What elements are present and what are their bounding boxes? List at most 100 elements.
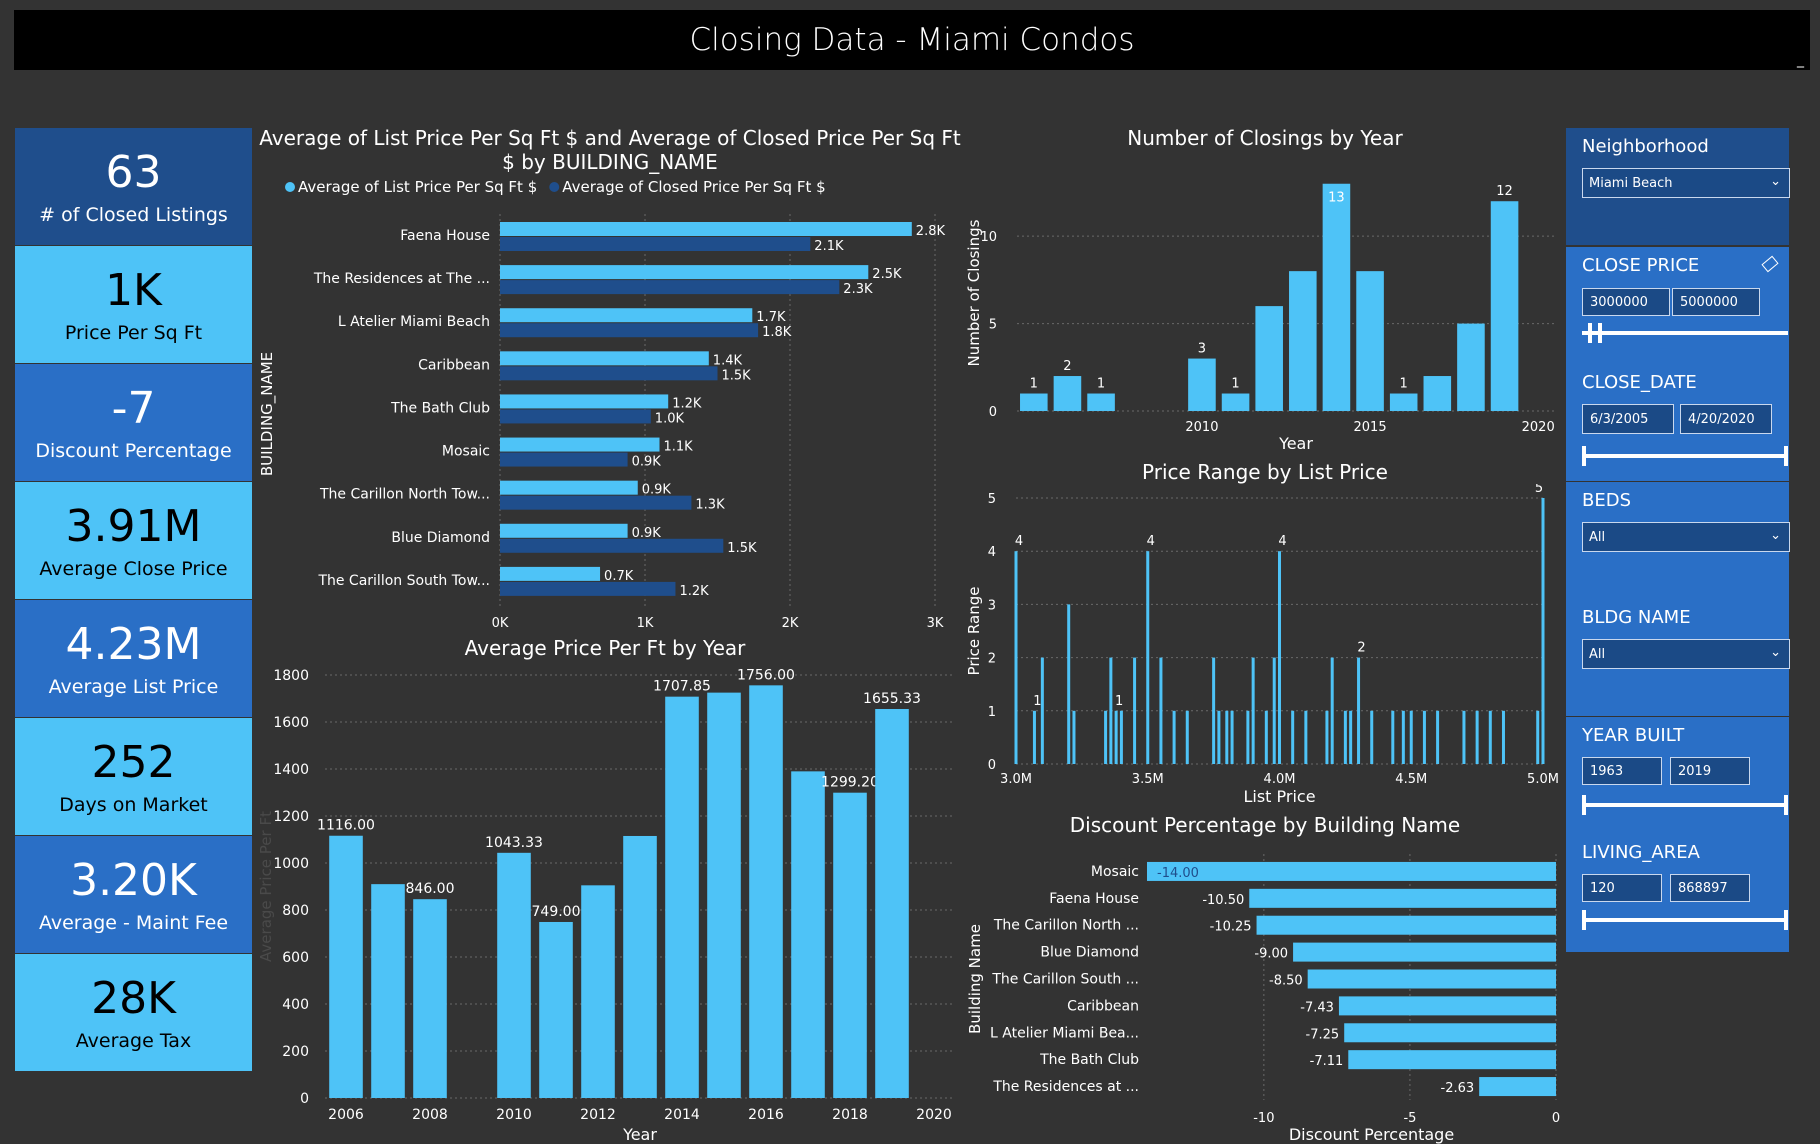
x-tick-label: 2014: [664, 1107, 700, 1123]
category-label: The Carillon South Tow...: [317, 573, 490, 589]
kpi-label: # of Closed Listings: [39, 203, 228, 226]
kpi-discount: -7 Discount Percentage: [15, 364, 252, 481]
y-tick-label: 3: [988, 598, 996, 613]
data-label: -7.43: [1300, 1000, 1334, 1015]
close-price-max-input[interactable]: 5000000: [1672, 288, 1760, 316]
year-built-min-input[interactable]: 1963: [1582, 757, 1662, 785]
bar: [1067, 604, 1071, 764]
minimize-icon[interactable]: _: [1797, 52, 1804, 68]
data-label: -9.00: [1254, 947, 1288, 962]
data-label: 1043.33: [485, 835, 543, 851]
bar: [1040, 657, 1044, 764]
living-area-slider[interactable]: [1582, 910, 1788, 930]
bar: [1188, 358, 1216, 411]
slider-handle-max[interactable]: [1784, 795, 1788, 815]
data-label: 1: [1097, 377, 1105, 392]
kpi-avg-list-price: 4.23M Average List Price: [15, 600, 252, 717]
kpi-value: 28K: [91, 972, 176, 1024]
bar: [1409, 710, 1413, 764]
legend-marker: [549, 182, 560, 192]
year-built-slider[interactable]: [1582, 795, 1788, 815]
bar: [500, 308, 753, 323]
bar: [500, 437, 660, 452]
bar: [500, 323, 759, 338]
bar: [1322, 183, 1351, 411]
x-tick-label: 5.0M: [1527, 772, 1559, 787]
data-label: -14.00: [1157, 866, 1199, 881]
neighborhood-dropdown[interactable]: Miami Beach ⌄: [1582, 168, 1790, 198]
eraser-icon[interactable]: [1761, 255, 1779, 273]
slider-handle-max[interactable]: [1784, 910, 1788, 930]
bar: [500, 495, 692, 510]
chevron-down-icon: ⌄: [1770, 645, 1781, 660]
kpi-label: Discount Percentage: [35, 439, 232, 462]
bar: [1436, 710, 1440, 764]
y-axis-label: Number of Closings: [965, 219, 983, 366]
slider-handle-min[interactable]: [1582, 795, 1586, 815]
close-date-slider[interactable]: [1582, 446, 1788, 466]
bar: [1133, 657, 1137, 764]
bar: [1032, 710, 1036, 764]
close-date-end-input[interactable]: 4/20/2020: [1680, 404, 1772, 434]
bar: [1307, 969, 1556, 989]
data-label: 1.2K: [672, 396, 702, 411]
x-axis-label: Year: [622, 1125, 657, 1144]
bar: [1488, 710, 1492, 764]
year-built-filter: YEAR BUILT 1963 2019: [1566, 717, 1789, 834]
close-price-min-input[interactable]: 3000000: [1582, 288, 1670, 316]
data-label: 1.4K: [713, 353, 743, 368]
data-label: 2: [1357, 641, 1365, 656]
slider-handle-min[interactable]: [1588, 323, 1593, 343]
bar: [1146, 551, 1150, 764]
bar: [500, 222, 912, 236]
x-tick-label: 4.5M: [1395, 772, 1427, 787]
beds-dropdown[interactable]: All ⌄: [1582, 522, 1790, 552]
close-date-start-input[interactable]: 6/3/2005: [1582, 404, 1674, 434]
data-label: 1.8K: [762, 325, 792, 340]
filter-title: Neighborhood: [1582, 136, 1709, 157]
slider-handle-min[interactable]: [1582, 446, 1586, 466]
y-tick-label: 1800: [273, 668, 309, 684]
bar: [1225, 710, 1229, 764]
bar: [749, 685, 783, 1098]
x-tick-label: -10: [1253, 1111, 1274, 1126]
category-label: Faena House: [1049, 891, 1139, 907]
x-tick-label: 2020: [1522, 420, 1555, 435]
x-tick-label: 0K: [492, 616, 509, 630]
slider-handle-min[interactable]: [1582, 910, 1586, 930]
filter-title: BLDG NAME: [1582, 607, 1691, 628]
neighborhood-filter: Neighborhood Miami Beach ⌄: [1566, 128, 1790, 245]
bar: [1391, 710, 1395, 764]
bar: [500, 394, 669, 409]
bar: [1289, 271, 1317, 411]
bldg-name-dropdown[interactable]: All ⌄: [1582, 639, 1790, 669]
bar: [500, 523, 628, 538]
living-area-max-input[interactable]: 868897: [1670, 874, 1750, 902]
x-tick-label: 3K: [927, 616, 944, 630]
data-label: 1756.00: [737, 667, 795, 683]
filter-title: LIVING_AREA: [1582, 842, 1700, 863]
price-range-chart: 0 1 2 3 4 5 3.0M 3.5M 4.0M 4.5M 5.0M List Price Pric…: [965, 484, 1559, 806]
slider-handle-max[interactable]: [1784, 446, 1788, 466]
data-label: 0.9K: [642, 483, 672, 498]
bar: [500, 366, 718, 381]
ppsf-chart-title: Average of List Price Per Sq Ft $ and Av…: [259, 126, 961, 174]
data-label: 1.7K: [756, 310, 786, 325]
close-price-slider[interactable]: [1582, 323, 1788, 343]
data-label: 1.3K: [695, 498, 725, 513]
data-label: 3: [1198, 342, 1206, 357]
data-label: 1116.00: [317, 818, 375, 834]
living-area-min-input[interactable]: 120: [1582, 874, 1662, 902]
x-tick-label: 2018: [832, 1107, 868, 1123]
title-bar: Closing Data - Miami Condos _: [14, 10, 1810, 70]
x-tick-label: 4.0M: [1264, 772, 1296, 787]
x-tick-label: 3.5M: [1132, 772, 1164, 787]
data-label: 2.1K: [814, 239, 844, 254]
bar: [1291, 710, 1295, 764]
year-built-max-input[interactable]: 2019: [1670, 757, 1750, 785]
slider-handle-max[interactable]: [1598, 323, 1603, 343]
kpi-value: 63: [105, 146, 162, 198]
legend-label: Average of Closed Price Per Sq Ft $: [562, 178, 825, 196]
kpi-label: Average Close Price: [39, 557, 228, 580]
y-tick-label: 1400: [273, 762, 309, 778]
